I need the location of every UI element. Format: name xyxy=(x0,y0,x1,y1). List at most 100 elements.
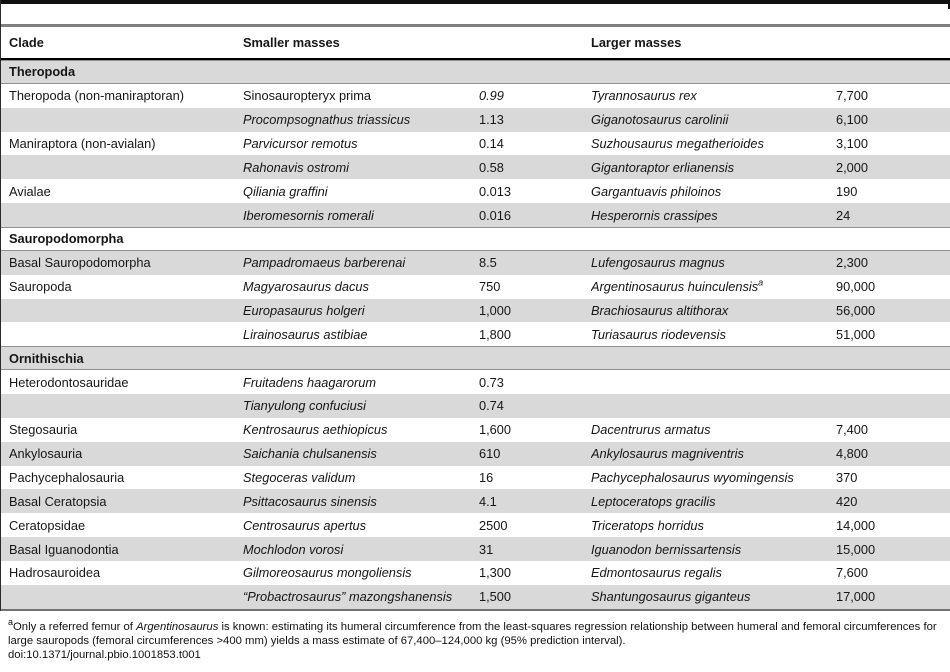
footnote-genus-italic: Argentinosaurus xyxy=(136,620,219,633)
table-row: Avialae Qiliania graffini 0.013 Gargantuavi… xyxy=(1,179,950,204)
column-header-smaller-masses: Smaller masses xyxy=(243,35,340,50)
smaller-mass-cell: 750 xyxy=(479,279,501,295)
larger-mass-cell: 7,400 xyxy=(836,422,869,438)
larger-species-cell: Ankylosaurus magniventris xyxy=(591,446,744,462)
footnote-part1: Only a referred femur of xyxy=(13,620,137,633)
header-bottom-rule xyxy=(1,58,950,60)
larger-species-cell: Tyrannosaurus rex xyxy=(591,88,697,104)
larger-species-cell: Dacentrurus armatus xyxy=(591,422,711,438)
larger-mass-cell: 420 xyxy=(836,493,858,509)
larger-species-cell: Triceratops horridus xyxy=(591,517,704,533)
table-top-border xyxy=(1,0,950,9)
clade-cell: Sauropoda xyxy=(9,279,72,295)
table-row: Basal Sauropodomorpha Pampadromaeus barbe… xyxy=(1,250,950,275)
table-row: Sauropoda Magyarosaurus dacus 750 Argentino… xyxy=(1,274,950,299)
larger-mass-cell: 51,000 xyxy=(836,326,876,342)
smaller-species-cell: Tianyulong confuciusi xyxy=(243,398,366,414)
smaller-species-cell: Gilmoreosaurus mongoliensis xyxy=(243,565,412,581)
larger-mass-cell: 6,100 xyxy=(836,112,869,128)
smaller-mass-cell: 1,000 xyxy=(479,303,512,319)
smaller-mass-cell: 1,300 xyxy=(479,565,512,581)
table-row: Lirainosaurus astibiae 1,800 Turiasaurus r… xyxy=(1,322,950,347)
smaller-mass-cell: 2500 xyxy=(479,517,508,533)
table-row: Ankylosauria Saichania chulsanensis 610 Ank… xyxy=(1,441,950,466)
header-top-rule xyxy=(1,24,950,27)
table-row: Maniraptora (non-avialan) Parvicursor rem… xyxy=(1,131,950,156)
larger-species-cell: Suzhousaurus megatherioides xyxy=(591,136,764,151)
smaller-mass-cell: 1,800 xyxy=(479,326,512,342)
smaller-species-cell: Europasaurus holgeri xyxy=(243,303,365,319)
table-row: Procompsognathus triassicus 1.13 Giganotos… xyxy=(1,107,950,132)
footnote-part2: is known: estimating its humeral circumf… xyxy=(8,620,937,647)
larger-species-cell: Gargantuavis philoinos xyxy=(591,183,722,199)
larger-mass-cell: 2,300 xyxy=(836,255,869,271)
larger-mass-cell: 3,100 xyxy=(836,136,869,151)
larger-species-cell: Hesperornis crassipes xyxy=(591,207,718,223)
larger-mass-cell: 190 xyxy=(836,183,858,199)
clade-cell: Heterodontosauridae xyxy=(9,374,129,390)
smaller-mass-cell: 0.016 xyxy=(479,207,512,223)
clade-cell: Basal Iguanodontia xyxy=(9,541,119,557)
table-row: Iberomesornis romerali 0.016 Hesperornis c… xyxy=(1,203,950,228)
smaller-species-cell: Fruitadens haagarorum xyxy=(243,374,377,390)
smaller-mass-cell: 0.58 xyxy=(479,159,504,175)
section-title: Ornithischia xyxy=(9,350,84,366)
larger-species-cell: Edmontosaurus regalis xyxy=(591,565,722,581)
larger-mass-cell: 7,700 xyxy=(836,88,869,104)
larger-species-cell: Turiasaurus riodevensis xyxy=(591,326,726,342)
table-row: Europasaurus holgeri 1,000 Brachiosaurus a… xyxy=(1,298,950,323)
smaller-mass-cell: 4.1 xyxy=(479,493,497,509)
smaller-species-cell: Pampadromaeus barberenai xyxy=(243,255,406,271)
clade-cell: Theropoda (non-maniraptoran) xyxy=(9,88,184,104)
larger-mass-cell: 2,000 xyxy=(836,159,869,175)
smaller-mass-cell: 610 xyxy=(479,446,501,462)
smaller-species-cell: Iberomesornis romerali xyxy=(243,207,374,223)
larger-species-cell: Leptoceratops gracilis xyxy=(591,493,716,509)
section-header-row: Ornithischia xyxy=(1,346,950,371)
smaller-species-cell: Kentrosaurus aethiopicus xyxy=(243,422,388,438)
larger-mass-cell: 4,800 xyxy=(836,446,869,462)
table-bottom-rule xyxy=(1,608,950,611)
clade-cell: Stegosauria xyxy=(9,422,78,438)
larger-mass-cell: 17,000 xyxy=(836,589,876,605)
table-row: Basal Ceratopsia Psittacosaurus sinensis 4… xyxy=(1,489,950,514)
smaller-mass-cell: 31 xyxy=(479,541,494,557)
larger-mass-cell: 370 xyxy=(836,470,858,486)
clade-cell: Basal Sauropodomorpha xyxy=(9,255,151,271)
clade-cell: Pachycephalosauria xyxy=(9,470,125,486)
larger-species-cell: Iguanodon bernissartensis xyxy=(591,541,742,557)
caption-gap xyxy=(1,4,950,24)
clade-cell: Basal Ceratopsia xyxy=(9,493,107,509)
smaller-mass-cell: 0.74 xyxy=(479,398,504,414)
table-header-row: Clade Smaller masses Larger masses xyxy=(1,27,950,58)
larger-species-cell: Shantungosaurus giganteus xyxy=(591,589,751,605)
column-header-clade: Clade xyxy=(9,35,44,50)
larger-species-cell: Pachycephalosaurus wyomingensis xyxy=(591,470,794,486)
smaller-species-cell: Stegoceras validum xyxy=(243,470,356,486)
larger-mass-cell: 14,000 xyxy=(836,517,876,533)
smaller-species-cell: Saichania chulsanensis xyxy=(243,446,377,462)
smaller-species-cell: Rahonavis ostromi xyxy=(243,159,349,175)
clade-cell: Ceratopsidae xyxy=(9,517,86,533)
larger-species-cell: Brachiosaurus altithorax xyxy=(591,303,729,319)
table-body: Theropoda Theropoda (non-maniraptoran) Sin… xyxy=(1,60,950,609)
smaller-mass-cell: 8.5 xyxy=(479,255,497,271)
clade-cell: Ankylosauria xyxy=(9,446,83,462)
smaller-species-cell: Qiliania graffini xyxy=(243,183,328,199)
smaller-species-cell: Magyarosaurus dacus xyxy=(243,279,369,295)
smaller-mass-cell: 0.73 xyxy=(479,374,504,390)
top-border-right-tick xyxy=(948,0,950,9)
smaller-mass-cell: 1,600 xyxy=(479,422,512,438)
table-frame: Clade Smaller masses Larger masses Thero… xyxy=(0,0,950,611)
clade-cell: Avialae xyxy=(9,183,51,199)
table-row: Rahonavis ostromi 0.58 Gigantoraptor erlia… xyxy=(1,155,950,180)
table-row: Tianyulong confuciusi 0.74 xyxy=(1,394,950,418)
smaller-species-cell: Lirainosaurus astibiae xyxy=(243,326,368,342)
smaller-species-cell: Procompsognathus triassicus xyxy=(243,112,411,128)
table-row: Heterodontosauridae Fruitadens haagarorum… xyxy=(1,370,950,395)
smaller-mass-cell: 0.99 xyxy=(479,88,504,104)
larger-mass-cell: 24 xyxy=(836,207,851,223)
smaller-species-cell: Psittacosaurus sinensis xyxy=(243,493,377,509)
table-row: Pachycephalosauria Stegoceras validum 16 Pa… xyxy=(1,465,950,490)
